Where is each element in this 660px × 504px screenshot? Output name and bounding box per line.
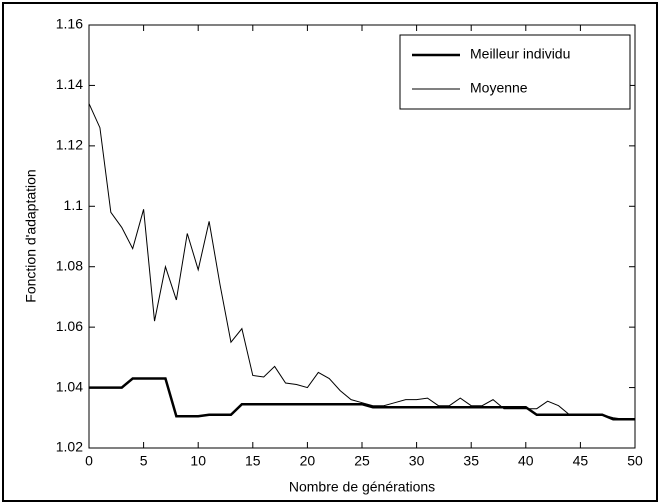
x-tick-label: 30	[409, 453, 425, 469]
x-tick-label: 45	[573, 453, 589, 469]
x-tick-label: 25	[354, 453, 370, 469]
x-tick-label: 5	[140, 453, 148, 469]
y-tick-label: 1.14	[56, 76, 83, 92]
data-line	[89, 377, 635, 421]
legend-label: Meilleur individu	[470, 46, 570, 62]
y-tick-label: 1.16	[56, 16, 83, 32]
legend-label: Moyenne	[470, 80, 528, 96]
x-tick-label: 10	[190, 453, 206, 469]
y-tick-label: 1.12	[56, 137, 83, 153]
x-tick-label: 0	[85, 453, 93, 469]
y-tick-label: 1.02	[56, 439, 83, 455]
data-line	[88, 103, 635, 420]
x-tick-label: 15	[245, 453, 261, 469]
x-tick-label: 50	[627, 453, 643, 469]
x-tick-label: 20	[300, 453, 316, 469]
x-tick-label: 40	[518, 453, 534, 469]
y-axis-label: Fonction d'adaptation	[23, 169, 39, 302]
y-tick-label: 1.1	[64, 197, 84, 213]
y-tick-label: 1.06	[56, 318, 83, 334]
y-tick-label: 1.04	[56, 378, 83, 394]
legend-box	[399, 34, 631, 110]
x-axis-label: Nombre de générations	[289, 479, 435, 495]
x-tick-label: 35	[463, 453, 479, 469]
y-tick-label: 1.08	[56, 257, 83, 273]
